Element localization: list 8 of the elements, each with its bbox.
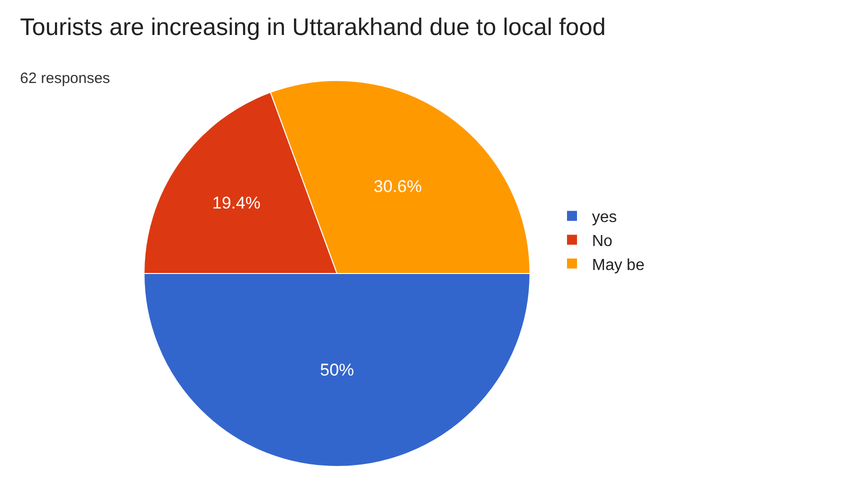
- chart-title: Tourists are increasing in Uttarakhand due to local food: [20, 14, 606, 41]
- legend-label: May be: [592, 256, 645, 274]
- legend-label: No: [592, 232, 613, 250]
- chart-subtitle: 62 responses: [20, 70, 110, 87]
- data-label: 19.4%: [212, 194, 260, 213]
- data-label: 50%: [320, 360, 354, 380]
- data-label: 30.6%: [374, 177, 422, 196]
- legend-label: yes: [592, 209, 617, 226]
